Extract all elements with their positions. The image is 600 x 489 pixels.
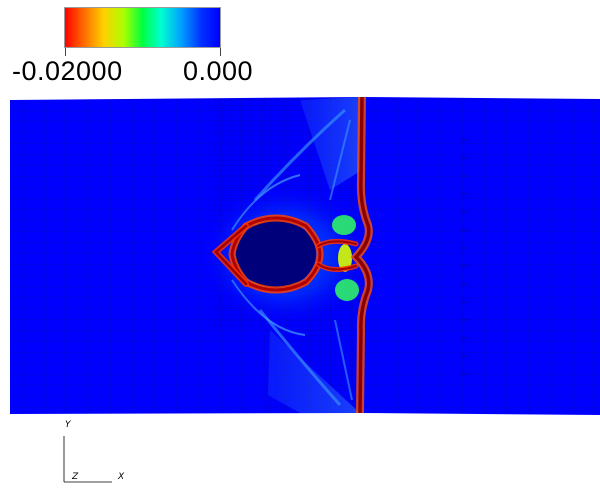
axis-y-label: Y: [65, 420, 71, 430]
colorbar-min-tick: [65, 48, 66, 56]
colorbar-max-tick: [220, 48, 221, 56]
axes-triad: [63, 436, 112, 483]
crack-line: [350, 96, 373, 414]
void-hole: [236, 220, 316, 288]
axis-x-label: X: [118, 472, 125, 482]
damage-band: [211, 214, 359, 294]
colorbar-max-label: 0.000: [183, 56, 254, 86]
mesh-markers: [462, 139, 468, 375]
colorbar-gradient: [64, 7, 221, 48]
axis-z-label: Z: [72, 472, 79, 482]
colorbar-min-label: -0.02000: [12, 56, 123, 86]
